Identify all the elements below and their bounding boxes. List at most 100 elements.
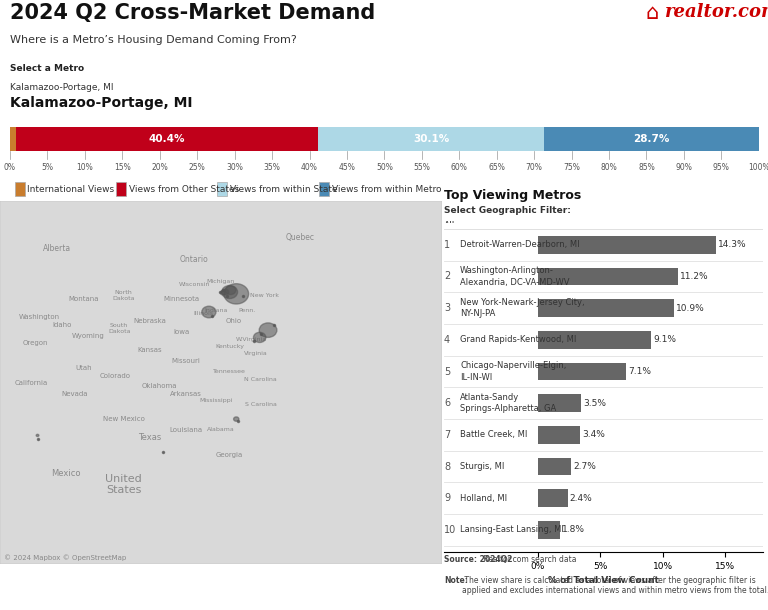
Bar (15, 182, 25, 196)
Text: 6: 6 (444, 398, 450, 408)
Text: 20%: 20% (151, 163, 168, 172)
Text: Kentucky: Kentucky (215, 344, 244, 349)
Text: 0%: 0% (4, 163, 16, 172)
Text: Views from Other States: Views from Other States (129, 185, 239, 193)
Text: Michigan: Michigan (207, 279, 235, 284)
Text: Top Viewing Metros: Top Viewing Metros (444, 189, 581, 202)
Circle shape (260, 323, 277, 337)
Text: 9: 9 (444, 493, 450, 503)
Text: ⌂: ⌂ (646, 3, 659, 23)
Text: Atlanta-Sandy
Springs-Alpharetta, GA: Atlanta-Sandy Springs-Alpharetta, GA (460, 393, 556, 413)
Text: Oregon: Oregon (22, 340, 48, 346)
Text: 30%: 30% (227, 163, 243, 172)
Bar (538, 268, 677, 285)
Text: Montana: Montana (68, 296, 99, 303)
Bar (538, 521, 560, 539)
Text: Lansing-East Lansing, MI: Lansing-East Lansing, MI (460, 525, 564, 534)
Text: Texas: Texas (138, 432, 162, 442)
Text: New York: New York (250, 293, 280, 298)
Text: 75%: 75% (563, 163, 580, 172)
Text: Minnesota: Minnesota (163, 296, 199, 303)
Text: International Views: International Views (28, 185, 114, 193)
Text: 2: 2 (444, 271, 450, 281)
Text: Mexico: Mexico (51, 469, 81, 478)
Circle shape (253, 332, 266, 342)
Text: Nevada: Nevada (61, 390, 88, 397)
Text: Wyoming: Wyoming (72, 332, 104, 339)
Bar (538, 363, 627, 380)
Bar (10, 127, 16, 151)
Text: 10.9%: 10.9% (676, 304, 704, 313)
Text: Tennessee: Tennessee (214, 370, 246, 375)
Text: Select a Metro: Select a Metro (10, 64, 84, 73)
Text: 30.1%: 30.1% (413, 134, 449, 144)
Bar (538, 489, 568, 507)
Text: realtor.com: realtor.com (665, 3, 768, 21)
Text: 40.4%: 40.4% (149, 134, 186, 144)
Bar (538, 236, 717, 254)
Text: 40%: 40% (301, 163, 318, 172)
Text: Washington: Washington (19, 314, 61, 320)
Bar (116, 182, 126, 196)
Text: 15%: 15% (114, 163, 131, 172)
Text: The view share is calculated as a total of views after the geographic filter is
: The view share is calculated as a total … (462, 576, 768, 595)
Text: Views from within State: Views from within State (230, 185, 338, 193)
Bar (217, 182, 227, 196)
Text: Colorado: Colorado (99, 373, 131, 379)
Text: Kansas: Kansas (137, 347, 163, 353)
Text: 65%: 65% (488, 163, 505, 172)
Text: Alabama: Alabama (207, 428, 235, 432)
Text: Virginia: Virginia (244, 351, 268, 356)
Text: Oklahoma: Oklahoma (141, 384, 177, 389)
Text: 7.1%: 7.1% (628, 367, 651, 376)
Circle shape (222, 285, 237, 298)
Text: 50%: 50% (376, 163, 392, 172)
Text: 3.5%: 3.5% (583, 399, 606, 407)
Bar (538, 458, 571, 475)
Text: North
Dakota: North Dakota (112, 290, 135, 301)
Text: 10%: 10% (77, 163, 93, 172)
Text: Arkansas: Arkansas (170, 390, 201, 397)
Bar (544, 127, 759, 151)
Text: 90%: 90% (676, 163, 692, 172)
Circle shape (202, 306, 216, 318)
Text: 8: 8 (444, 462, 450, 472)
Text: Note:: Note: (444, 576, 468, 584)
Circle shape (233, 417, 239, 422)
Text: Wisconsin: Wisconsin (179, 282, 210, 287)
Text: Source: 2024Q2: Source: 2024Q2 (444, 555, 512, 564)
Text: Nebraska: Nebraska (134, 318, 167, 324)
Text: Chicago-Naperville-Elgin,
IL-IN-WI: Chicago-Naperville-Elgin, IL-IN-WI (460, 362, 567, 382)
Text: Ohio: Ohio (226, 318, 242, 324)
Text: Holland, MI: Holland, MI (460, 493, 508, 503)
Text: Kalamazoo-Portage, MI: Kalamazoo-Portage, MI (10, 82, 114, 92)
Text: 2.7%: 2.7% (573, 462, 596, 471)
Text: South
Dakota: South Dakota (108, 323, 131, 334)
Text: All: All (444, 221, 455, 230)
Text: Illinois: Illinois (193, 311, 214, 317)
Text: 25%: 25% (189, 163, 206, 172)
Text: 95%: 95% (713, 163, 730, 172)
Text: 70%: 70% (526, 163, 542, 172)
Bar (538, 331, 651, 348)
Text: Iowa: Iowa (173, 329, 189, 335)
Text: Indiana: Indiana (205, 307, 228, 313)
Text: Ontario: Ontario (180, 255, 209, 264)
Text: 85%: 85% (638, 163, 655, 172)
Text: N Carolina: N Carolina (244, 376, 277, 382)
Text: Realtor.com search data: Realtor.com search data (481, 555, 576, 564)
Text: Georgia: Georgia (216, 453, 243, 458)
Text: Alberta: Alberta (43, 244, 71, 253)
Text: 3: 3 (444, 303, 450, 313)
Text: United
States: United States (105, 473, 142, 495)
Circle shape (222, 289, 229, 295)
Text: 55%: 55% (413, 163, 430, 172)
Text: Missouri: Missouri (171, 358, 200, 364)
Text: 3.4%: 3.4% (582, 431, 605, 439)
Bar (538, 426, 580, 443)
Text: 2.4%: 2.4% (570, 493, 592, 503)
Text: 2024 Q2 Cross-Market Demand: 2024 Q2 Cross-Market Demand (10, 3, 376, 23)
Text: Grand Rapids-Kentwood, MI: Grand Rapids-Kentwood, MI (460, 336, 577, 344)
Text: Kalamazoo-Portage, MI: Kalamazoo-Portage, MI (10, 96, 193, 110)
Circle shape (224, 284, 249, 304)
